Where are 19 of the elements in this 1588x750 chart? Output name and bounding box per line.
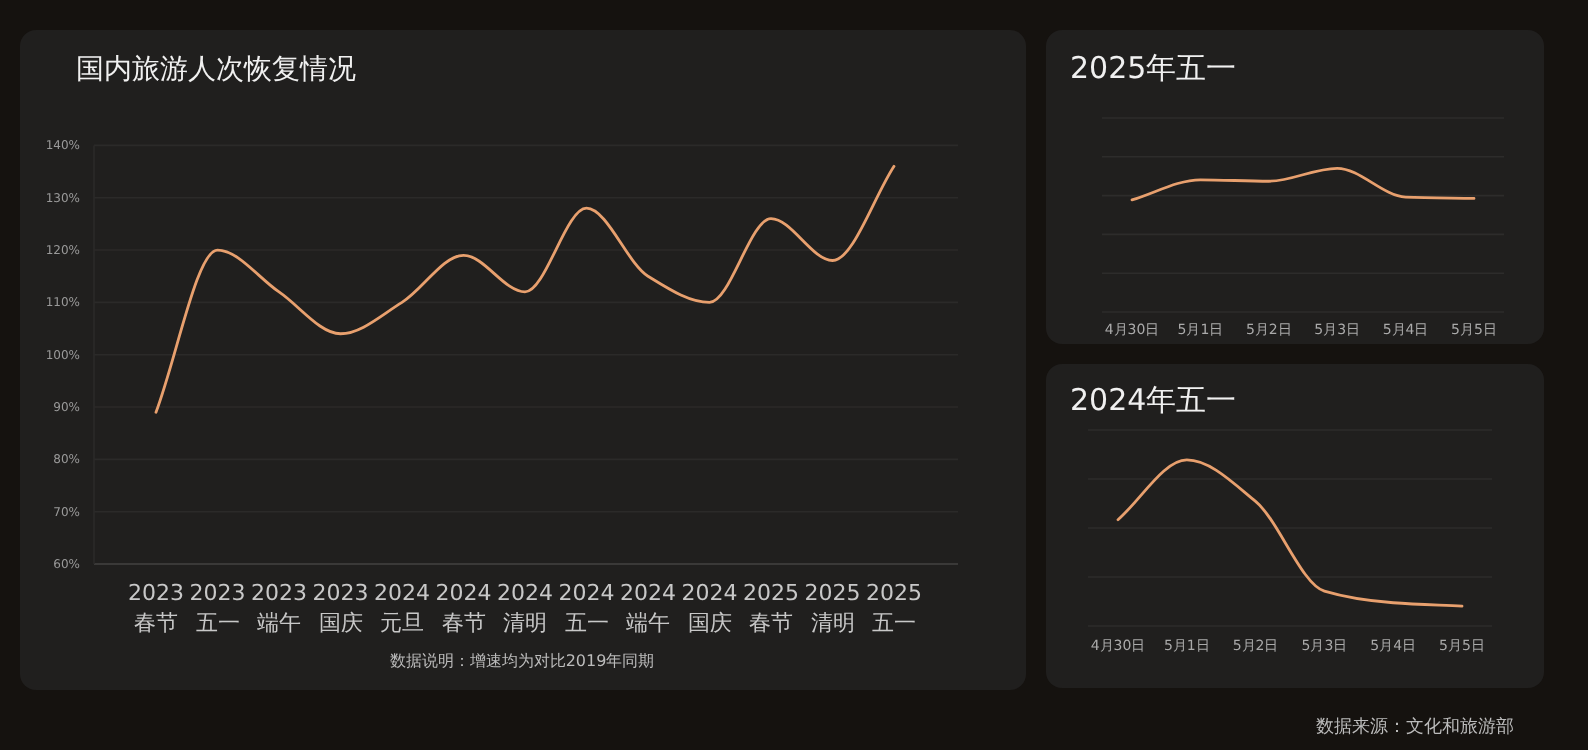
x-tick-label: 2024 五一 xyxy=(558,580,615,636)
chart-title: 2024年五一 xyxy=(1070,382,1237,418)
text: 数据说明：增速均为对比2019年同期 xyxy=(389,652,655,670)
x-tick-label: 2023 五一 xyxy=(189,580,246,636)
x-tick-label: 2025 五一 xyxy=(866,580,922,636)
x-tick-label: 2024 元旦 xyxy=(374,580,430,636)
x-tick-label: 2025 清明 xyxy=(804,580,861,636)
x-tick-label: 2023 国庆 xyxy=(312,580,369,636)
chart-title: 2025年五一 xyxy=(1070,50,1237,86)
source-note: 数据来源：文化和旅游部 xyxy=(1316,716,1514,738)
chart-title: 国内旅游人次恢复情况 xyxy=(76,54,356,86)
x-tick-label: 2024 国庆 xyxy=(681,580,738,636)
x-tick-label: 2024 春节 xyxy=(435,580,492,636)
x-tick-label: 2024 清明 xyxy=(497,580,553,636)
x-tick-label: 2023 端午 xyxy=(251,580,307,636)
line-series xyxy=(154,164,896,414)
x-tick-label: 2024 端午 xyxy=(620,580,676,636)
x-tick-label: 2023 春节 xyxy=(128,580,184,636)
x-tick-label: 2025 春节 xyxy=(743,580,799,636)
